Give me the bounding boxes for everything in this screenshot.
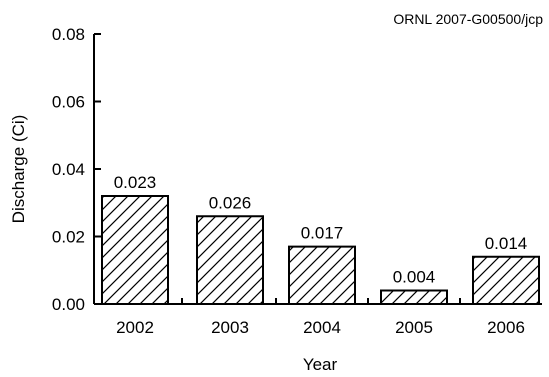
y-ticks: 0.00 0.02 0.04 0.06 0.08 (52, 25, 101, 314)
x-tick-label-2003: 2003 (211, 318, 249, 337)
data-label-2003: 0.026 (209, 193, 252, 212)
y-tick-label: 0.02 (52, 228, 85, 247)
data-label-2006: 0.014 (485, 234, 528, 253)
bar-2004 (288, 245, 356, 305)
data-label-2004: 0.017 (301, 224, 344, 243)
y-axis-label: Discharge (Ci) (9, 115, 28, 224)
bar-2003 (196, 215, 264, 305)
x-tick-label-2004: 2004 (303, 318, 341, 337)
bar-2006 (472, 255, 540, 305)
data-label-2005: 0.004 (393, 268, 436, 287)
x-axis-label: Year (303, 355, 338, 374)
data-label-2002: 0.023 (114, 173, 157, 192)
y-tick-label: 0.04 (52, 160, 85, 179)
x-tick-label-2005: 2005 (395, 318, 433, 337)
y-tick-label: 0.06 (52, 93, 85, 112)
x-ticks: 2002 2003 2004 2005 2006 (116, 298, 525, 337)
x-tick-label-2002: 2002 (116, 318, 154, 337)
x-tick-label-2006: 2006 (487, 318, 525, 337)
header-note: ORNL 2007-G00500/jcp (393, 11, 543, 27)
bar-2002 (101, 195, 169, 305)
y-tick-label: 0.08 (52, 25, 85, 44)
y-tick-label: 0.00 (52, 295, 85, 314)
bars: 0.023 0.026 0.017 0.004 0.014 (101, 173, 540, 305)
bar-2005 (380, 289, 448, 305)
